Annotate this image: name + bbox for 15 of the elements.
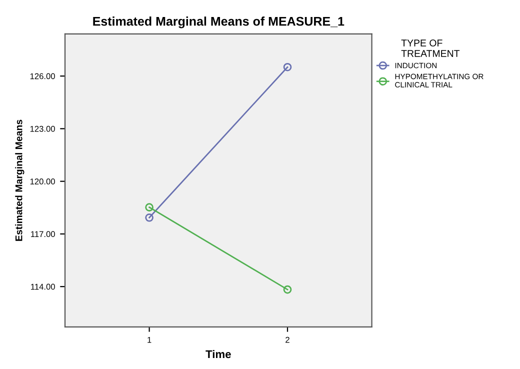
y-tick-label: 123.00 <box>30 126 55 132</box>
x-axis-title: Time <box>206 350 231 358</box>
y-tick-label: 114.00 <box>31 284 55 290</box>
x-tick-label: 2 <box>286 336 290 343</box>
y-tick-label: 120.00 <box>30 178 55 184</box>
y-tick-label: 117.00 <box>31 231 55 238</box>
y-axis-title: Estimated Marginal Means <box>15 120 24 241</box>
point <box>283 285 292 294</box>
chart-title: Estimated Marginal Means of MEASURE_1 <box>93 16 344 28</box>
point <box>283 62 292 72</box>
point <box>145 213 154 222</box>
y-tick-label: 126.00 <box>30 73 55 80</box>
legend-title: TYPE OF TREATMENT <box>401 40 460 57</box>
point <box>145 203 154 212</box>
x-tick-label: 1 <box>148 336 152 343</box>
